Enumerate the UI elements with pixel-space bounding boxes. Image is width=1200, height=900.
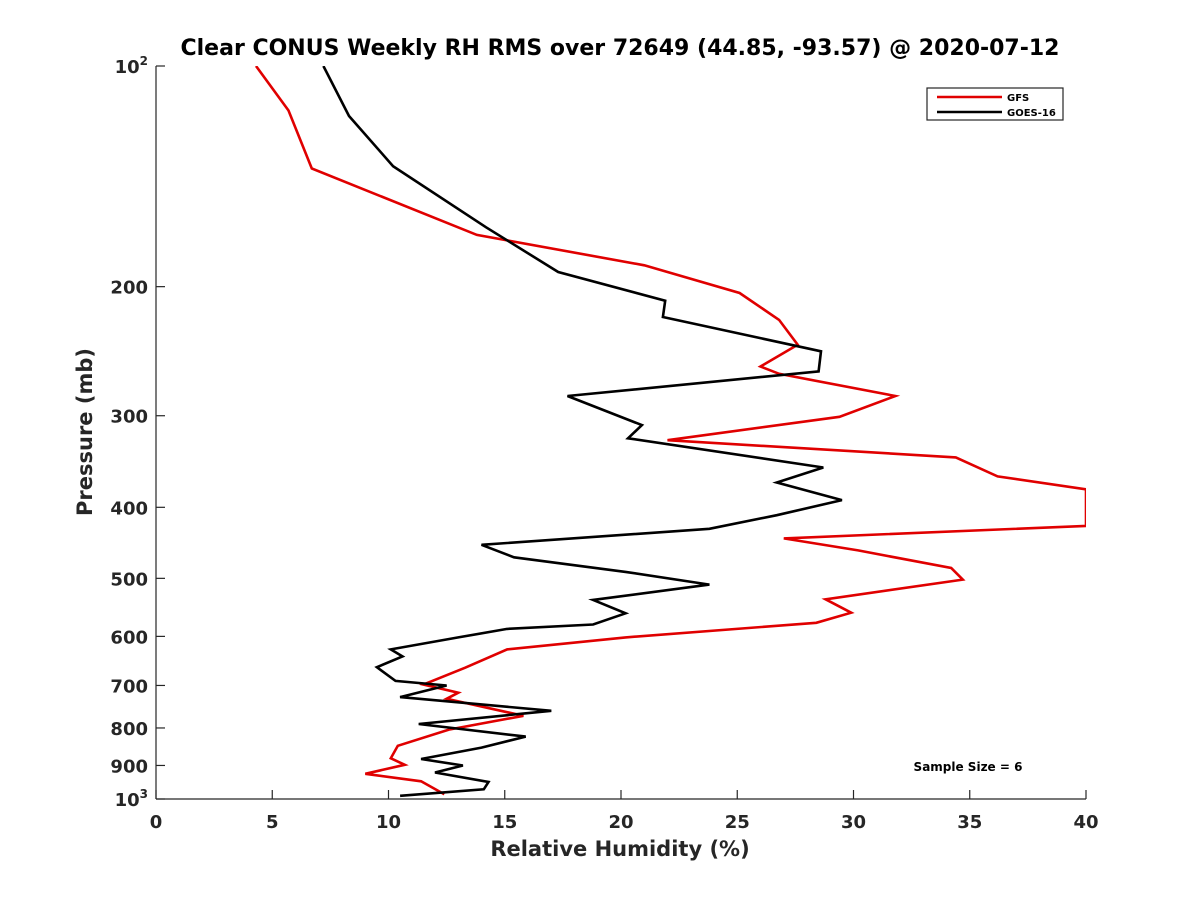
axes-layer [155, 66, 1086, 800]
x-axis-label: Relative Humidity (%) [490, 837, 749, 861]
y-tick-label: 103 [115, 787, 148, 811]
x-tick-label: 0 [150, 812, 163, 833]
x-tick-label: 20 [608, 812, 633, 833]
series-layer [254, 66, 1086, 798]
y-tick-label: 900 [110, 756, 148, 777]
legend-box [926, 87, 1064, 121]
y-tick-label: 400 [110, 498, 148, 519]
x-tick-label: 30 [841, 812, 866, 833]
x-tick-label: 10 [376, 812, 401, 833]
chart-title: Clear CONUS Weekly RH RMS over 72649 (44… [181, 36, 1060, 61]
y-tick-label: 300 [110, 407, 148, 428]
y-tick-label: 800 [110, 719, 148, 740]
x-tick-label: 35 [957, 812, 982, 833]
y-axis-ticks: 102 200 300 400 500 600 700 800 900 103 [110, 54, 165, 811]
y-tick-label: 200 [110, 278, 148, 299]
y-tick-label: 102 [115, 54, 148, 78]
sample-size-annotation: Sample Size = 6 [914, 760, 1023, 774]
y-tick-label: 500 [110, 569, 148, 590]
x-tick-label: 15 [492, 812, 517, 833]
legend-label-goes-16: GOES-16 [1007, 108, 1056, 119]
x-tick-label: 25 [725, 812, 750, 833]
legend-label-gfs: GFS [1007, 93, 1029, 104]
y-tick-label: 700 [110, 676, 148, 697]
series-line-gfs [254, 66, 1086, 796]
legend: GFS GOES-16 [926, 87, 1064, 121]
x-axis-ticks: 0 5 10 15 20 25 30 35 40 [150, 790, 1099, 833]
series-line-goes-16 [322, 66, 843, 798]
y-axis-label: Pressure (mb) [73, 348, 97, 516]
x-tick-label: 40 [1073, 812, 1098, 833]
x-tick-label: 5 [266, 812, 279, 833]
y-tick-label: 600 [110, 627, 148, 648]
